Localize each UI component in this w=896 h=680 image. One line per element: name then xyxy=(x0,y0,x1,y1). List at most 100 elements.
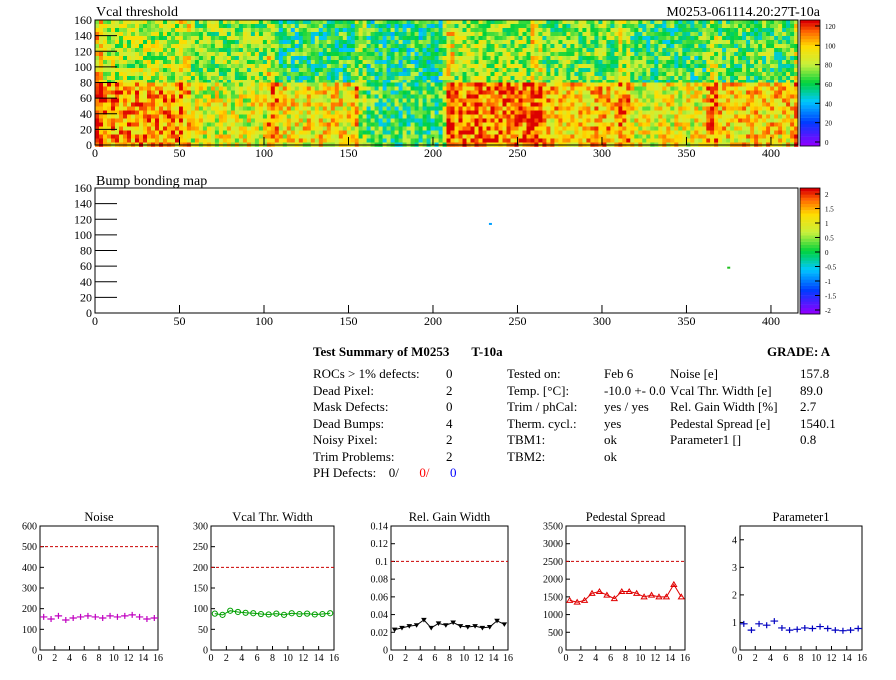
threshold-pixel-block xyxy=(534,40,539,45)
threshold-pixel-block xyxy=(119,106,124,111)
threshold-pixel-block xyxy=(554,56,559,61)
threshold-pixel-block xyxy=(618,44,623,49)
threshold-pixel-block xyxy=(570,134,575,139)
threshold-pixel-block xyxy=(186,102,192,107)
threshold-pixel-block xyxy=(246,20,252,25)
threshold-pixel-block xyxy=(518,64,523,69)
threshold-pixel-block xyxy=(342,28,348,33)
threshold-pixel-block xyxy=(190,102,196,107)
threshold-pixel-block xyxy=(530,40,535,45)
threshold-pixel-block xyxy=(666,68,671,73)
threshold-pixel-block xyxy=(314,102,320,107)
threshold-pixel-block xyxy=(214,106,220,111)
threshold-pixel-block xyxy=(294,118,300,123)
threshold-pixel-block xyxy=(594,32,599,37)
threshold-pixel-block xyxy=(131,20,136,25)
threshold-pixel-block xyxy=(790,44,795,49)
threshold-pixel-block xyxy=(514,82,519,87)
threshold-pixel-block xyxy=(194,126,200,131)
threshold-pixel-block xyxy=(470,24,475,29)
threshold-pixel-block xyxy=(186,32,192,37)
threshold-pixel-block xyxy=(438,98,443,103)
threshold-pixel-block xyxy=(422,68,427,73)
threshold-pixel-block xyxy=(378,118,383,123)
threshold-pixel-block xyxy=(147,94,152,99)
threshold-pixel-block xyxy=(322,90,328,95)
threshold-pixel-block xyxy=(482,68,487,73)
threshold-pixel-block xyxy=(586,44,591,49)
threshold-pixel-block xyxy=(714,28,719,33)
threshold-pixel-block xyxy=(127,64,132,69)
threshold-pixel-block xyxy=(494,138,499,143)
threshold-pixel-block xyxy=(151,114,156,119)
threshold-pixel-block xyxy=(198,20,204,25)
threshold-pixel-block xyxy=(310,102,316,107)
threshold-pixel-block xyxy=(486,118,491,123)
threshold-pixel-block xyxy=(458,36,463,41)
threshold-pixel-block xyxy=(95,98,100,103)
threshold-pixel-block xyxy=(374,126,379,131)
threshold-pixel-block xyxy=(562,94,567,99)
threshold-pixel-block xyxy=(778,80,783,85)
threshold-pixel-block xyxy=(434,138,439,143)
threshold-pixel-block xyxy=(598,80,603,85)
threshold-pixel-block xyxy=(426,36,431,41)
threshold-pixel-block xyxy=(554,126,559,131)
threshold-pixel-block xyxy=(230,36,236,41)
threshold-pixel-block xyxy=(290,130,296,135)
threshold-pixel-block xyxy=(722,76,727,81)
threshold-pixel-block xyxy=(262,98,268,103)
threshold-pixel-block xyxy=(514,20,519,25)
threshold-pixel-block xyxy=(690,44,695,49)
threshold-pixel-block xyxy=(462,36,467,41)
threshold-pixel-block xyxy=(538,32,543,37)
threshold-pixel-block xyxy=(198,90,204,95)
threshold-pixel-block xyxy=(638,72,643,77)
threshold-pixel-block xyxy=(578,40,583,45)
threshold-pixel-block xyxy=(446,114,451,119)
threshold-pixel-block xyxy=(446,122,451,127)
threshold-pixel-block xyxy=(242,106,248,111)
threshold-pixel-block xyxy=(418,80,423,85)
threshold-pixel-block xyxy=(147,52,152,57)
threshold-pixel-block xyxy=(510,118,515,123)
threshold-pixel-block xyxy=(326,24,332,29)
threshold-pixel-block xyxy=(726,76,731,81)
threshold-pixel-block xyxy=(306,44,312,49)
threshold-pixel-block xyxy=(190,114,196,119)
threshold-pixel-block xyxy=(350,48,356,53)
threshold-pixel-block xyxy=(646,24,651,29)
threshold-pixel-block xyxy=(286,80,292,85)
threshold-pixel-block xyxy=(518,40,523,45)
threshold-pixel-block xyxy=(186,98,192,103)
threshold-pixel-block xyxy=(482,90,487,95)
threshold-pixel-block xyxy=(374,130,379,135)
threshold-pixel-block xyxy=(526,122,531,127)
threshold-pixel-block xyxy=(694,20,699,25)
threshold-pixel-block xyxy=(606,48,611,53)
threshold-pixel-block xyxy=(290,90,296,95)
threshold-pixel-block xyxy=(662,76,667,81)
threshold-pixel-block xyxy=(470,126,475,131)
threshold-pixel-block xyxy=(422,130,427,135)
threshold-pixel-block xyxy=(318,102,324,107)
threshold-pixel-block xyxy=(318,56,324,61)
threshold-pixel-block xyxy=(254,110,260,115)
threshold-pixel-block xyxy=(182,118,188,123)
threshold-pixel-block xyxy=(698,56,703,61)
threshold-pixel-block xyxy=(274,102,280,107)
threshold-pixel-block xyxy=(526,32,531,37)
threshold-pixel-block xyxy=(238,90,244,95)
threshold-pixel-block xyxy=(202,134,208,139)
threshold-pixel-block xyxy=(574,86,579,91)
threshold-pixel-block xyxy=(650,40,655,45)
threshold-pixel-block xyxy=(131,122,136,127)
threshold-pixel-block xyxy=(454,126,459,131)
threshold-pixel-block xyxy=(446,86,451,91)
threshold-pixel-block xyxy=(246,134,252,139)
threshold-pixel-block xyxy=(614,76,619,81)
threshold-pixel-block xyxy=(710,64,715,69)
threshold-pixel-block xyxy=(434,106,439,111)
threshold-pixel-block xyxy=(554,114,559,119)
threshold-pixel-block xyxy=(190,82,196,87)
